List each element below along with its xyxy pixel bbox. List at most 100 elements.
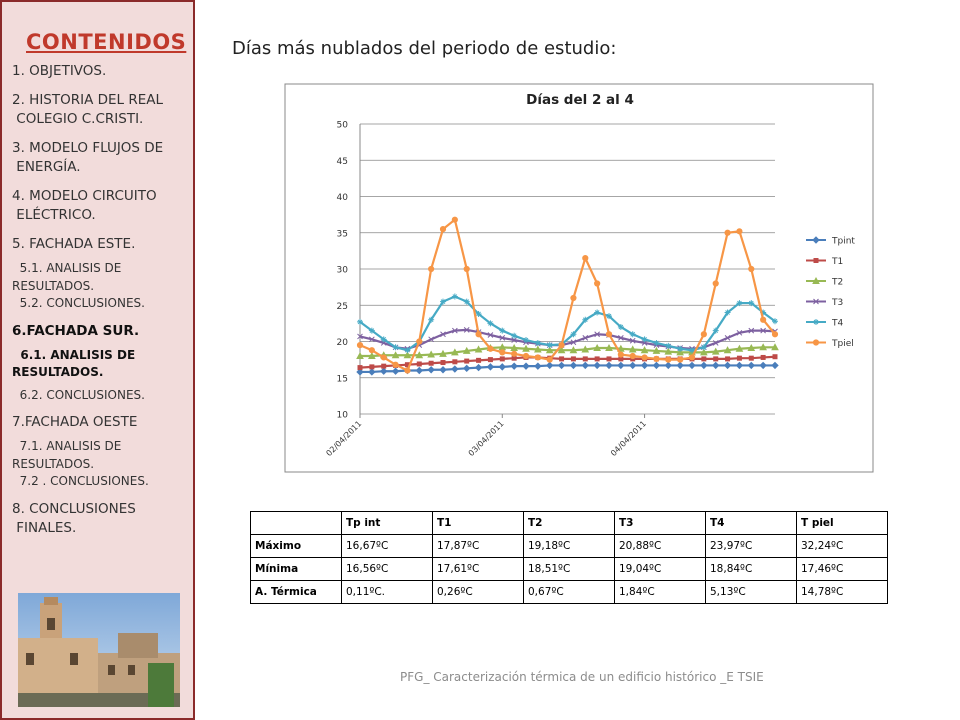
- marker: [427, 350, 435, 358]
- legend-label: T2: [831, 278, 843, 288]
- marker: [723, 361, 732, 370]
- marker: [404, 347, 411, 354]
- sidebar-title: CONTENIDOS: [26, 30, 187, 54]
- marker: [462, 346, 471, 354]
- table-row: A. Térmica 0,11ºC. 0,26ºC 0,67ºC 1,84ºC 5,13º…: [250, 580, 888, 604]
- marker: [736, 355, 742, 361]
- legend-marker: [813, 258, 819, 263]
- table-cell: 16,56ºC: [341, 557, 433, 581]
- marker: [557, 361, 566, 370]
- marker: [760, 309, 767, 316]
- marker: [664, 347, 673, 355]
- marker: [416, 338, 423, 345]
- marker: [380, 367, 388, 375]
- marker: [523, 339, 529, 346]
- marker: [771, 331, 779, 338]
- marker: [736, 228, 743, 235]
- marker: [689, 345, 695, 352]
- marker: [735, 344, 744, 352]
- marker: [712, 361, 720, 370]
- table-cell: 17,87ºC: [432, 534, 524, 558]
- marker: [546, 356, 553, 363]
- sidebar-item-line: 5.1. ANALISIS DE: [12, 261, 122, 275]
- marker: [439, 226, 447, 233]
- sidebar-item-line: RESULTADOS.: [12, 278, 95, 293]
- marker: [606, 313, 612, 320]
- marker: [416, 361, 422, 367]
- marker: [725, 356, 731, 362]
- marker: [700, 361, 708, 370]
- marker: [368, 347, 375, 354]
- marker: [605, 331, 613, 338]
- marker: [511, 355, 517, 361]
- marker: [688, 348, 696, 356]
- chart-frame: [284, 83, 874, 473]
- x-tick-label: 02/04/2011: [324, 419, 363, 458]
- marker: [415, 351, 424, 359]
- marker: [534, 362, 542, 370]
- marker: [748, 355, 754, 361]
- marker: [486, 343, 495, 352]
- marker: [630, 356, 636, 362]
- marker: [381, 363, 387, 369]
- marker: [428, 360, 434, 366]
- sidebar-item: 7.1. ANALISIS DE RESULTADOS. 7.2 . CONCLU…: [12, 438, 193, 491]
- marker: [534, 339, 541, 346]
- marker: [380, 354, 387, 361]
- table-header-cell: Tp int: [341, 511, 433, 535]
- sidebar-item: 5. FACHADA ESTE.: [12, 235, 193, 254]
- marker: [464, 358, 470, 364]
- sidebar-item: 7.FACHADA OESTE: [12, 413, 193, 432]
- sidebar-item: 2. HISTORIA DEL REAL COLEGIO C.CRISTI.: [12, 91, 193, 129]
- table-row-label: A. Térmica: [250, 580, 342, 604]
- marker: [511, 332, 518, 339]
- marker: [594, 331, 600, 338]
- marker: [511, 350, 518, 357]
- marker: [629, 352, 636, 360]
- marker: [760, 327, 766, 334]
- marker: [475, 310, 482, 317]
- marker: [499, 356, 505, 362]
- marker: [570, 294, 577, 302]
- legend-marker: [812, 339, 820, 346]
- marker: [369, 336, 375, 343]
- series-line: [360, 346, 775, 358]
- marker: [664, 361, 672, 370]
- marker: [581, 361, 589, 370]
- y-tick-label: 50: [337, 121, 349, 131]
- footer: PFG_ Caracterización térmica de un edifi…: [400, 670, 764, 684]
- series-line: [359, 295, 776, 352]
- table-cell: 0,67ºC: [523, 580, 615, 604]
- marker: [760, 316, 767, 323]
- marker: [677, 345, 683, 351]
- table-corner: [250, 511, 342, 535]
- sidebar-item-line: 8. CONCLUSIONES: [12, 500, 136, 517]
- marker: [392, 361, 399, 368]
- table-cell: 19,04ºC: [614, 557, 706, 581]
- marker: [522, 352, 530, 360]
- marker: [487, 345, 494, 352]
- marker: [617, 344, 625, 352]
- sidebar-item: 8. CONCLUSIONES FINALES.: [12, 500, 193, 538]
- marker: [356, 368, 364, 376]
- sidebar-item-line: COLEGIO C.CRISTI.: [12, 111, 144, 127]
- marker: [724, 229, 731, 236]
- marker: [380, 336, 387, 343]
- legend-marker: [812, 236, 820, 244]
- series-line: [359, 217, 776, 373]
- marker: [723, 346, 732, 354]
- marker: [653, 339, 660, 346]
- legend-label: Tpint: [831, 237, 855, 247]
- sidebar-item-line: RESULTADOS.: [12, 365, 104, 379]
- sidebar-item: 1. OBJETIVOS.: [12, 62, 193, 81]
- y-tick-label: 35: [337, 229, 348, 239]
- legend-label: T3: [831, 298, 843, 308]
- y-tick-label: 10: [337, 411, 349, 421]
- sidebar-item-line: 6.2. CONCLUSIONES.: [12, 387, 145, 402]
- marker: [665, 356, 672, 363]
- marker: [735, 361, 744, 370]
- sidebar-item: 4. MODELO CIRCUITO ELÉCTRICO.: [12, 187, 193, 225]
- marker: [676, 348, 684, 356]
- marker: [558, 341, 565, 348]
